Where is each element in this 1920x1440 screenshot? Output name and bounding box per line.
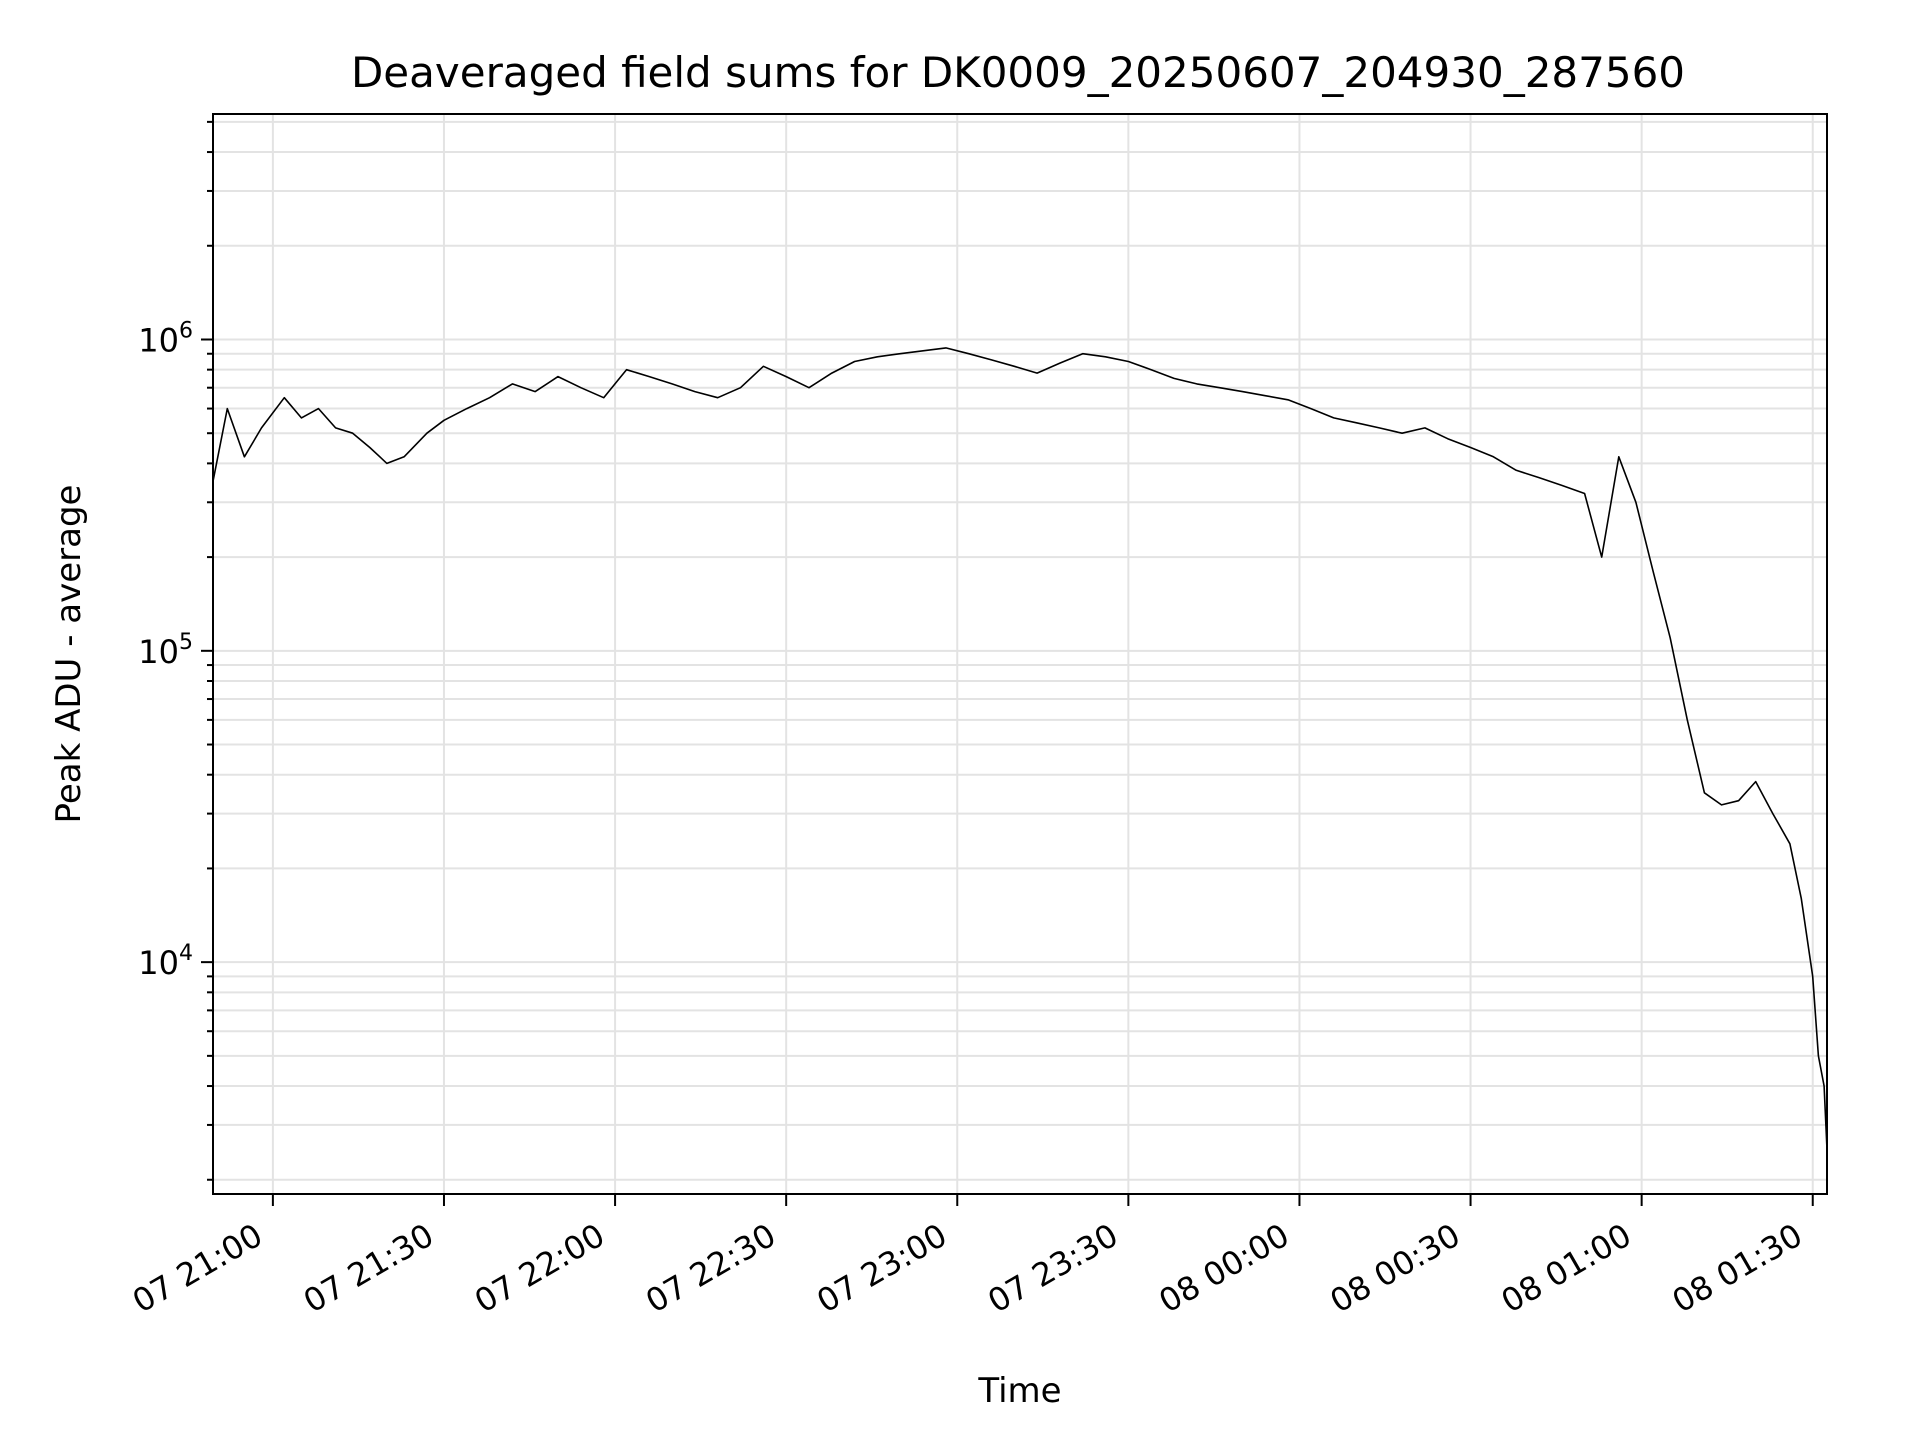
grid: [213, 114, 1827, 1194]
y-tick-label: 106: [138, 318, 193, 359]
y-tick-label: 104: [138, 941, 193, 982]
y-tick-label: 105: [138, 630, 193, 671]
y-tick-label-exponent: 5: [179, 630, 193, 655]
series-layer: [212, 347, 1828, 1150]
plot-frame: [212, 113, 1828, 1195]
series-line-0: [212, 347, 1828, 1150]
y-axis-label: Peak ADU - average: [49, 485, 89, 824]
y-tick-label-exponent: 6: [179, 318, 193, 343]
y-tick-label-exponent: 4: [179, 941, 193, 966]
y-tick-label-base: 10: [138, 944, 179, 982]
x-axis-label: Time: [977, 1371, 1061, 1411]
y-tick-label-base: 10: [138, 633, 179, 671]
y-tick-label-base: 10: [138, 321, 179, 359]
chart-title: Deaveraged field sums for DK0009_2025060…: [351, 48, 1685, 97]
